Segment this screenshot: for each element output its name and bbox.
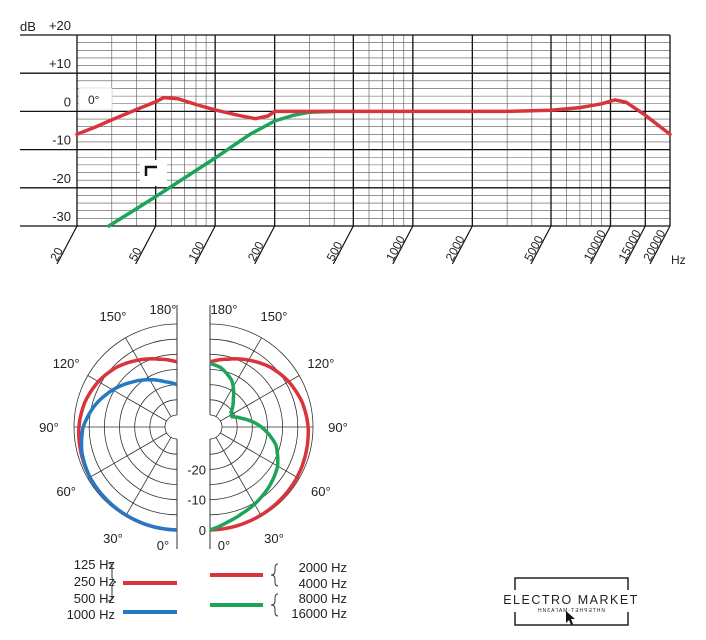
polar-angle-label: 60°: [56, 484, 76, 499]
logo-title: ELECTRO MARKET: [503, 593, 639, 607]
x-tick-mark: [451, 225, 473, 265]
polar-angle-label: 0°: [157, 538, 169, 553]
x-tick-label: 20: [47, 245, 66, 264]
x-tick-mark: [56, 225, 78, 265]
x-tick-mark: [624, 225, 646, 265]
brace-icon: [270, 563, 279, 587]
frequency-grid: [20, 34, 671, 227]
brace-icon: [107, 562, 117, 602]
polar-angle-label: 30°: [103, 531, 123, 546]
polar-radial-label: -10: [187, 493, 206, 508]
x-tick-label: 5000: [521, 233, 546, 263]
legend-label: 4000 Hz: [299, 576, 347, 591]
y-tick-label: +10: [49, 56, 71, 71]
legend-label: 16000 Hz: [291, 606, 347, 621]
polar-legend: 125 Hz 250 Hz 500 Hz 1000 Hz 2000 Hz 400…: [67, 557, 347, 622]
x-tick-label: 1000: [383, 233, 408, 263]
legend-label: 500 Hz: [74, 591, 115, 606]
polar-series-line: [209, 357, 311, 532]
x-tick-label: 500: [324, 239, 346, 264]
polar-ring: [164, 414, 178, 440]
polar-spoke: [87, 375, 167, 422]
frequency-series: [75, 95, 672, 228]
legend-label: 1000 Hz: [67, 607, 115, 622]
polar-spoke: [215, 337, 262, 417]
polar-spoke: [220, 375, 300, 422]
brace-icon: [270, 593, 279, 617]
y-tick-label: -30: [52, 209, 71, 224]
y-tick-label: 0: [64, 94, 71, 109]
x-tick-mark: [530, 225, 552, 265]
x-tick-label: 100: [185, 239, 207, 264]
x-tick-mark: [392, 225, 414, 265]
x-tick-label: 15000: [616, 227, 644, 263]
frequency-response-line: [75, 95, 672, 137]
x-tick-mark: [649, 225, 671, 265]
polar-series-line: [79, 378, 178, 532]
legend-label: 8000 Hz: [299, 591, 347, 606]
polar-angle-label: 90°: [328, 420, 348, 435]
polar-angle-label: 150°: [100, 309, 127, 324]
polar-labels: 0° 30° 60° 90° 120° 150° 180° 0° 30° 60° 90° 120° 15…: [39, 302, 348, 553]
polar-spoke: [125, 337, 172, 417]
polar-angle-label: 30°: [264, 531, 284, 546]
x-tick-label: 200: [245, 239, 267, 264]
logo-subtitle: ИНТЕРНЕТ-МАГАЗИН: [537, 608, 605, 614]
y-tick-label: -10: [52, 133, 71, 148]
low-cut-filter-icon: [140, 160, 167, 186]
x-tick-label: 2000: [443, 233, 468, 263]
polar-angle-label: 0°: [218, 538, 230, 553]
x-tick-mark: [194, 225, 216, 265]
polar-angle-label: 60°: [311, 484, 331, 499]
y-tick-label: -20: [52, 171, 71, 186]
y-tick-labels: +20 +10 0 -10 -20 -30: [49, 18, 71, 224]
x-tick-mark: [135, 225, 157, 265]
x-tick-mark: [254, 225, 276, 265]
x-tick-label: 50: [126, 245, 145, 264]
polar-series-line: [209, 361, 280, 532]
polar-angle-label: 90°: [39, 420, 59, 435]
x-tick-mark: [332, 225, 354, 265]
legend-label: 2000 Hz: [299, 560, 347, 575]
x-tick-label: 20000: [640, 227, 668, 263]
angle-annotation-box: [78, 87, 113, 111]
polar-angle-label: 180°: [211, 302, 238, 317]
polar-radial-label: 0: [199, 523, 206, 538]
polar-radial-label: -20: [187, 462, 206, 477]
cursor-icon: [566, 611, 575, 625]
legend-label: 125 Hz: [74, 557, 115, 572]
x-tick-label: 10000: [581, 227, 609, 263]
x-axis-label: Hz: [671, 253, 686, 267]
legend-label: 250 Hz: [74, 574, 115, 589]
y-tick-label: +20: [49, 18, 71, 33]
polar-plot: [73, 305, 314, 549]
x-tick-mark: [589, 225, 612, 265]
polar-spoke: [220, 432, 300, 479]
polar-ring: [209, 414, 223, 440]
polar-angle-label: 150°: [261, 309, 288, 324]
y-axis-label: dB: [20, 19, 36, 34]
electro-market-logo: ELECTRO MARKET ИНТЕРНЕТ-МАГАЗИН: [503, 577, 639, 626]
polar-angle-label: 120°: [307, 356, 334, 371]
polar-angle-label: 180°: [150, 302, 177, 317]
polar-angle-label: 120°: [53, 356, 80, 371]
angle-annotation: 0°: [88, 93, 100, 107]
polar-spoke: [125, 437, 172, 517]
polar-spoke: [87, 432, 167, 479]
